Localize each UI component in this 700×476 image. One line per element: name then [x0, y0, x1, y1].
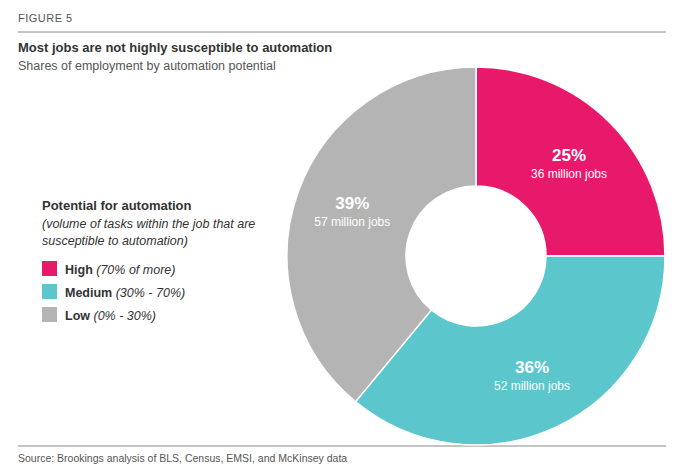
- donut-labels: 25% 36 million jobs 36% 52 million jobs 39% 5…: [314, 146, 607, 393]
- jobs-label: 36 million jobs: [531, 167, 607, 181]
- legend: Potential for automation (volume of tasks…: [42, 198, 255, 323]
- legend-subtitle-line: (volume of tasks within the job that are: [42, 217, 255, 231]
- legend-label-range: (0% - 30%): [90, 309, 156, 323]
- legend-subtitle: (volume of tasks within the job that are…: [42, 217, 255, 248]
- legend-label-main: Medium: [65, 286, 112, 300]
- legend-swatch: [42, 284, 57, 299]
- legend-label-range: (30% - 70%): [112, 286, 185, 300]
- legend-label-main: High: [65, 263, 93, 277]
- source: Source: Brookings analysis of BLS, Censu…: [18, 452, 347, 464]
- data-label: 25%: [552, 146, 586, 165]
- legend-label: High (70% of more): [65, 263, 175, 277]
- jobs-label: 57 million jobs: [314, 215, 390, 229]
- legend-swatch: [42, 307, 57, 322]
- donut-slice: [476, 67, 665, 256]
- footer-rule: [18, 446, 666, 447]
- legend-swatch: [42, 261, 57, 276]
- figure-label: FIGURE 5: [18, 12, 73, 24]
- title: Most jobs are not highly susceptible to …: [18, 40, 332, 55]
- donut-slice: [287, 67, 476, 402]
- data-label: 39%: [335, 194, 369, 213]
- jobs-label: 52 million jobs: [494, 379, 570, 393]
- legend-label-range: (70% of more): [93, 263, 176, 277]
- chart: FIGURE 5 Most jobs are not highly suscept…: [0, 0, 700, 476]
- legend-label: Medium (30% - 70%): [65, 286, 185, 300]
- legend-label: Low (0% - 30%): [65, 309, 156, 323]
- legend-title: Potential for automation: [42, 198, 192, 213]
- subtitle: Shares of employment by automation poten…: [18, 59, 276, 73]
- data-label: 36%: [515, 358, 549, 377]
- donut: [287, 67, 665, 445]
- legend-label-main: Low: [65, 309, 90, 323]
- legend-subtitle-line: susceptible to automation): [42, 234, 188, 248]
- header-rule: [18, 32, 666, 33]
